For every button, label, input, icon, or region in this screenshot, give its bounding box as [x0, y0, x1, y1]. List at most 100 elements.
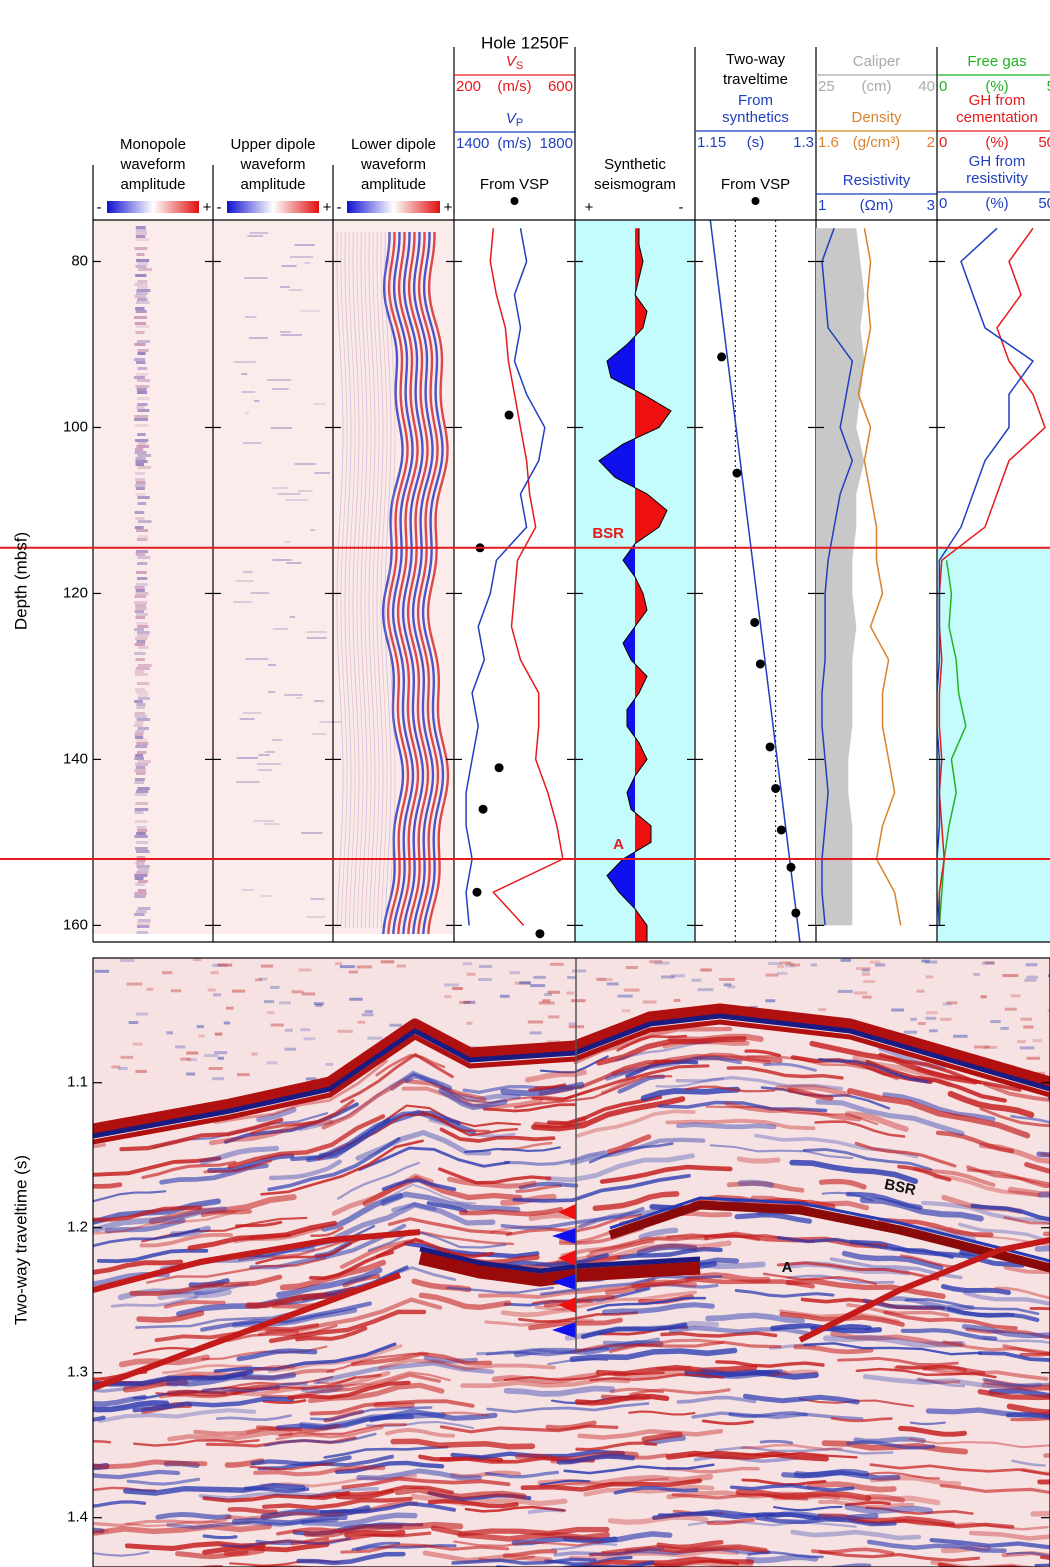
seismic-texture	[196, 1025, 205, 1029]
series-subscript: P	[516, 117, 523, 129]
seismic-texture	[215, 1414, 292, 1421]
seismic-texture	[394, 1486, 527, 1500]
seismic-texture	[362, 1175, 523, 1207]
waveform-texture	[135, 553, 146, 556]
y-tick-label: 100	[63, 418, 88, 435]
waveform-texture	[368, 231, 376, 929]
waveform-texture	[134, 484, 146, 487]
scale-max: 2	[927, 134, 935, 151]
seismic-texture	[891, 1008, 904, 1012]
legend-marker	[751, 197, 760, 205]
seismic-texture	[227, 1506, 278, 1515]
scale-label: -	[679, 199, 684, 216]
seismic-texture	[859, 1197, 984, 1222]
seismic-texture	[930, 1560, 1037, 1567]
seismic-texture	[117, 1067, 128, 1071]
seismic-texture	[700, 1368, 784, 1377]
series-name: VS	[506, 53, 523, 72]
seismic-texture	[93, 1400, 170, 1413]
waveform-texture	[247, 235, 263, 237]
waveform-texture	[137, 889, 147, 892]
seismic-texture	[935, 1130, 1015, 1154]
track-title: waveform	[119, 156, 185, 173]
seismic-texture	[785, 961, 793, 965]
seismic-texture	[1047, 1008, 1050, 1012]
seismic-texture	[119, 1117, 284, 1152]
seismic-texture	[261, 1496, 413, 1510]
waveform-texture	[137, 442, 147, 445]
waveform-texture	[134, 835, 148, 838]
seismic-texture	[192, 958, 202, 962]
reflector	[93, 1229, 421, 1293]
waveform-texture	[421, 231, 445, 935]
seismic-texture	[869, 960, 881, 964]
seismic-texture	[729, 1483, 855, 1492]
y-tick-label: 1.2	[67, 1219, 88, 1236]
seismic-texture	[865, 1506, 974, 1515]
seismic-texture	[982, 1337, 1050, 1345]
seismic-texture	[357, 1020, 366, 1024]
waveform-texture	[135, 457, 146, 460]
seismic-texture	[381, 1178, 457, 1192]
waveform-texture	[137, 454, 152, 457]
waveform-texture	[340, 231, 348, 929]
seismic-texture	[529, 1031, 542, 1035]
seismic-texture	[586, 1239, 655, 1259]
seismic-texture	[267, 1011, 275, 1015]
seismic-texture	[660, 975, 675, 979]
waveform-texture	[376, 231, 384, 929]
waveform-texture	[134, 808, 149, 811]
waveform-texture	[136, 850, 150, 853]
seismic-texture	[759, 1439, 794, 1445]
seismic-texture	[616, 1246, 723, 1260]
seismic-texture	[202, 1542, 330, 1555]
waveform-texture	[388, 231, 396, 929]
seismic-texture	[93, 1551, 150, 1557]
seismic-texture	[970, 1203, 1050, 1222]
seismic-texture	[616, 1034, 688, 1052]
seismic-texture	[767, 962, 782, 966]
waveform-texture	[135, 424, 149, 427]
seismic-texture	[979, 1107, 1050, 1128]
waveform-texture	[136, 340, 150, 343]
waveform-texture	[360, 231, 368, 929]
seismic-texture	[427, 1499, 519, 1509]
waveform-texture	[279, 331, 291, 333]
seismic-texture	[358, 1146, 511, 1171]
seismic-texture	[367, 1229, 507, 1252]
waveform-texture	[135, 517, 145, 520]
seismic-texture	[344, 1529, 406, 1538]
seismic-texture	[389, 1023, 403, 1027]
seismic-texture	[482, 1103, 576, 1113]
seismic-texture	[452, 987, 463, 991]
seismic-texture	[687, 1519, 857, 1528]
seismic-texture	[198, 1034, 205, 1038]
reflector	[93, 1272, 402, 1391]
seismic-texture	[747, 1551, 824, 1559]
seismic-texture	[855, 1367, 997, 1379]
seismic-texture	[141, 1160, 237, 1180]
waveform-texture	[386, 231, 410, 935]
waveform-texture	[137, 880, 148, 883]
seismic-texture	[823, 1334, 966, 1348]
seismic-texture	[284, 1047, 297, 1051]
y-tick-label: 120	[63, 584, 88, 601]
seismic-texture	[266, 1061, 278, 1065]
waveform-texture	[135, 778, 145, 781]
waveform-texture	[384, 231, 392, 929]
waveform-texture	[239, 718, 255, 720]
seismic-texture	[390, 1438, 536, 1450]
waveform-texture	[236, 781, 260, 783]
scale-max: 50	[1038, 195, 1050, 212]
seismic-texture	[212, 963, 228, 967]
seismic-texture	[119, 958, 135, 962]
waveform-texture	[372, 231, 380, 929]
seismic-texture	[305, 1077, 317, 1081]
waveform-texture	[248, 337, 268, 339]
seismic-texture	[882, 1092, 996, 1122]
waveform-texture	[134, 781, 144, 784]
seismic-texture	[545, 1420, 597, 1431]
seismic-texture	[586, 1296, 707, 1312]
seismic-texture	[763, 1062, 817, 1072]
